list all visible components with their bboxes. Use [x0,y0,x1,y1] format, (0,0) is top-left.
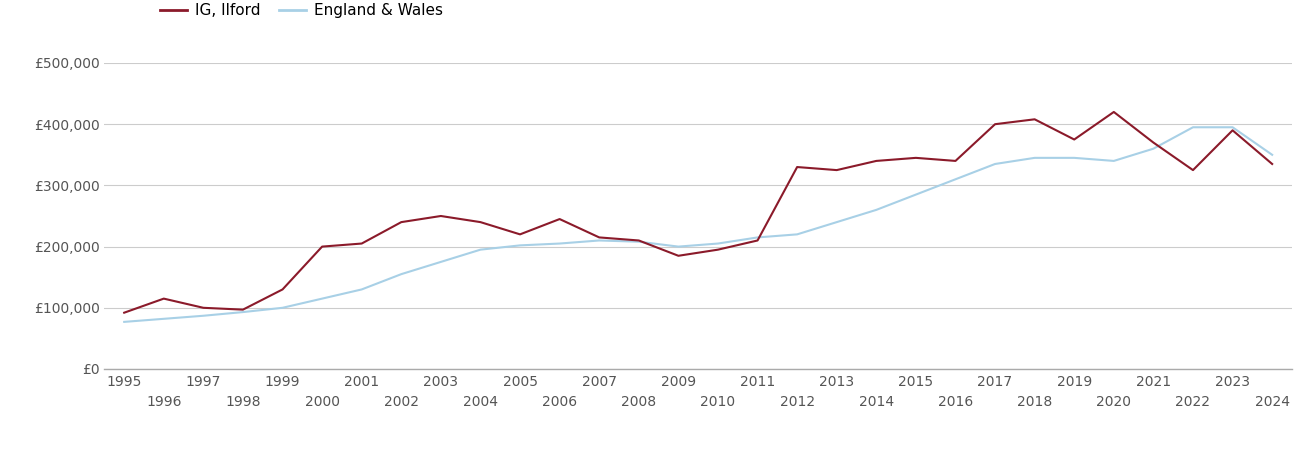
IG, Ilford [749,238,765,243]
IG, Ilford [1265,161,1280,166]
England & Wales [671,244,686,249]
England & Wales [632,239,647,244]
IG, Ilford [908,155,924,161]
England & Wales [1105,158,1121,164]
England & Wales [155,316,171,321]
England & Wales [1146,146,1161,151]
England & Wales [710,241,726,246]
England & Wales [393,271,408,277]
England & Wales [829,220,844,225]
Legend: IG, Ilford, England & Wales: IG, Ilford, England & Wales [159,3,442,18]
England & Wales [790,232,805,237]
IG, Ilford [790,164,805,170]
England & Wales [433,259,449,265]
England & Wales [988,161,1004,166]
IG, Ilford [829,167,844,173]
IG, Ilford [1185,167,1201,173]
England & Wales [315,296,330,302]
England & Wales [472,247,488,252]
IG, Ilford [1105,109,1121,115]
Line: IG, Ilford: IG, Ilford [124,112,1272,313]
England & Wales [275,305,291,310]
England & Wales [1027,155,1043,161]
England & Wales [552,241,568,246]
IG, Ilford [552,216,568,222]
England & Wales [908,192,924,197]
England & Wales [1224,125,1240,130]
IG, Ilford [235,307,251,312]
IG, Ilford [472,220,488,225]
IG, Ilford [433,213,449,219]
England & Wales [235,310,251,315]
IG, Ilford [393,220,408,225]
Line: England & Wales: England & Wales [124,127,1272,322]
England & Wales [512,243,527,248]
England & Wales [196,313,211,319]
England & Wales [1185,125,1201,130]
England & Wales [354,287,369,292]
IG, Ilford [155,296,171,302]
England & Wales [1265,152,1280,158]
IG, Ilford [710,247,726,252]
IG, Ilford [632,238,647,243]
IG, Ilford [512,232,527,237]
IG, Ilford [116,310,132,315]
England & Wales [116,319,132,324]
IG, Ilford [1027,117,1043,122]
England & Wales [947,176,963,182]
IG, Ilford [671,253,686,258]
IG, Ilford [947,158,963,164]
England & Wales [749,235,765,240]
IG, Ilford [988,122,1004,127]
IG, Ilford [1146,140,1161,145]
IG, Ilford [275,287,291,292]
IG, Ilford [1066,137,1082,142]
IG, Ilford [196,305,211,310]
England & Wales [1066,155,1082,161]
IG, Ilford [1224,128,1240,133]
IG, Ilford [315,244,330,249]
England & Wales [591,238,607,243]
England & Wales [868,207,883,212]
IG, Ilford [354,241,369,246]
IG, Ilford [868,158,883,164]
IG, Ilford [591,235,607,240]
